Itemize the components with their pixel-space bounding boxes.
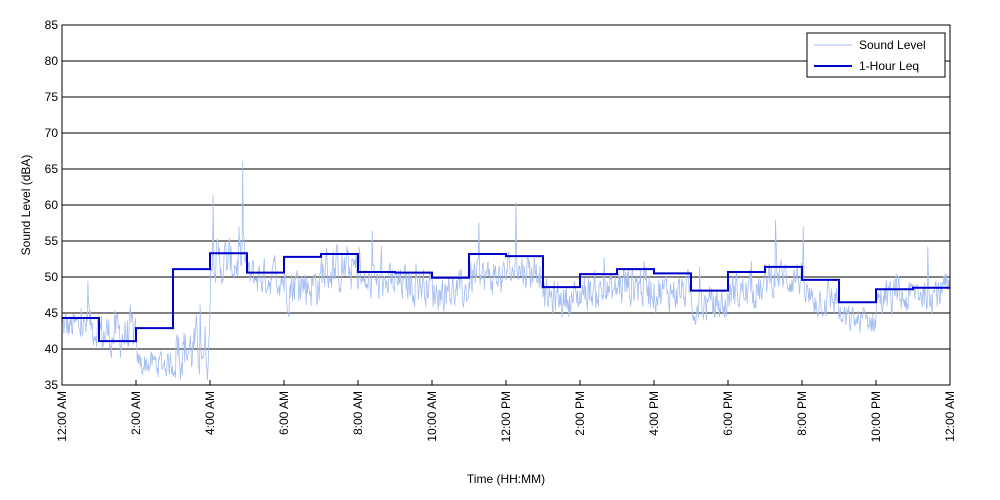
legend-entry-sound-level: Sound Level [859,38,926,52]
y-tick-label: 75 [45,90,59,104]
x-tick-label: 4:00 AM [203,391,217,435]
y-tick-label: 80 [45,54,59,68]
legend-box [806,32,946,78]
y-tick-label: 55 [45,234,59,248]
leq-series [62,252,950,343]
x-tick-label: 12:00 AM [55,391,69,442]
x-tick-label: 8:00 AM [351,391,365,435]
x-axis-ticks: 12:00 AM 2:00 AM 4:00 AM 6:00 AM 8:00 AM 10:0… [55,380,957,442]
y-tick-label: 70 [45,126,59,140]
x-tick-label: 12:00 PM [499,391,513,442]
x-tick-label: 6:00 PM [721,391,735,436]
x-tick-label: 4:00 PM [647,391,661,436]
legend: Sound Level 1-Hour Leq [806,32,946,78]
leq-step-line [62,252,950,343]
x-tick-label: 2:00 AM [129,391,143,435]
sound-level-line [61,161,951,381]
x-tick-label: 2:00 PM [573,391,587,436]
legend-entry-leq: 1-Hour Leq [859,59,919,73]
x-tick-label: 6:00 AM [277,391,291,435]
y-tick-label: 45 [45,306,59,320]
x-tick-label: 8:00 PM [795,391,809,436]
y-tick-label: 35 [45,378,59,392]
y-axis-title: Sound Level (dBA) [19,155,33,256]
x-tick-label: 10:00 PM [869,391,883,442]
sound-level-series [61,161,951,381]
y-tick-label: 85 [45,18,59,32]
y-tick-label: 50 [45,270,59,284]
x-tick-label: 10:00 AM [425,391,439,442]
y-tick-label: 65 [45,162,59,176]
y-axis-ticks: 35 40 45 50 55 60 65 70 75 80 85 [45,18,67,392]
y-tick-label: 40 [45,342,59,356]
x-tick-label: 12:00 AM [943,391,957,442]
x-axis-title: Time (HH:MM) [467,472,545,486]
y-tick-label: 60 [45,198,59,212]
